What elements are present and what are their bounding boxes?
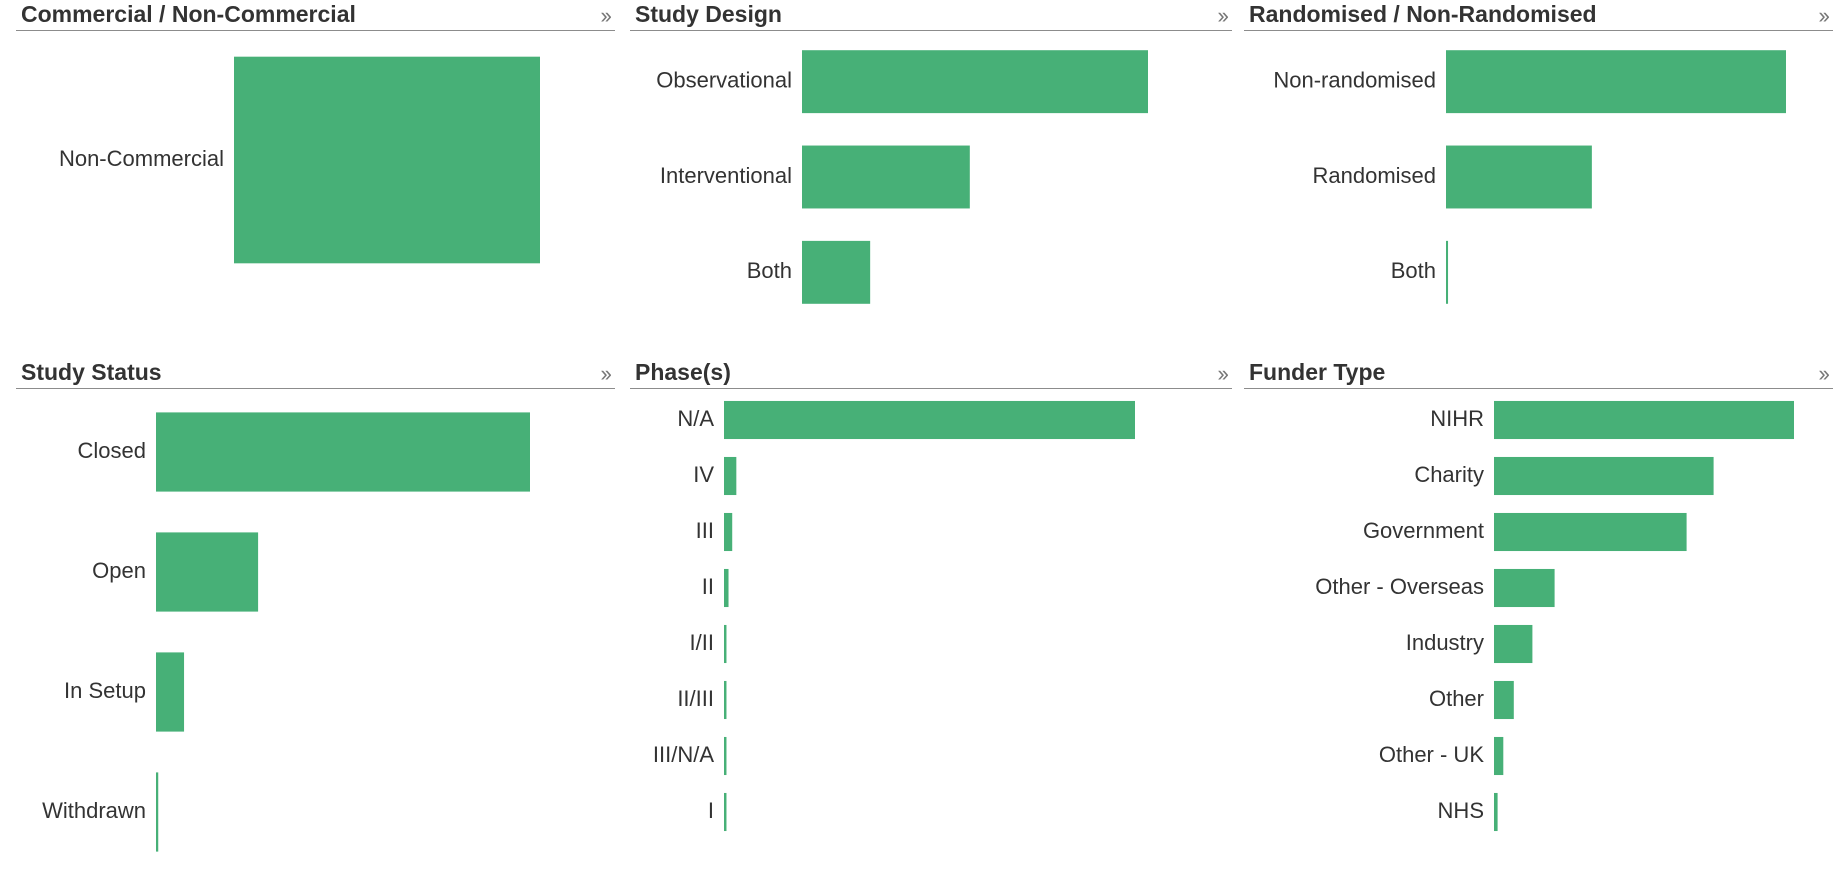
bar-industry[interactable] xyxy=(1494,624,1533,664)
bar-i-ii[interactable] xyxy=(724,624,727,664)
category-label-industry: Industry xyxy=(1406,630,1484,655)
category-label-other: Other xyxy=(1429,686,1484,711)
double-chevron-right-icon[interactable]: ›› xyxy=(600,3,612,28)
panel-header: Study Design ›› xyxy=(630,0,1232,31)
bar-ii-iii[interactable] xyxy=(724,680,727,720)
double-chevron-right-icon[interactable]: ›› xyxy=(1818,3,1830,28)
panel-header: Funder Type ›› xyxy=(1244,358,1833,389)
panel-title: Funder Type xyxy=(1249,359,1386,385)
bar-randomised[interactable] xyxy=(1446,145,1592,209)
bar-open[interactable] xyxy=(156,532,259,612)
category-label-iii: III xyxy=(696,518,714,543)
chart-funder-type: NIHR Charity Government Other - Overseas Ind… xyxy=(1315,400,1794,832)
category-label-both: Both xyxy=(1391,258,1436,283)
category-label-both: Both xyxy=(747,258,792,283)
category-label-closed: Closed xyxy=(78,438,146,463)
chart-randomised: Non-randomised Randomised Both xyxy=(1273,50,1786,304)
category-label-randomised: Randomised xyxy=(1312,163,1436,188)
chart-commercial: Non-Commercial xyxy=(59,56,540,264)
bar-other-overseas[interactable] xyxy=(1494,568,1555,608)
category-label-iv: IV xyxy=(693,462,714,487)
category-label-non-randomised: Non-randomised xyxy=(1273,67,1436,92)
bar-iii-n-a[interactable] xyxy=(724,736,727,776)
category-label-i: I xyxy=(708,798,714,823)
bar-non-randomised[interactable] xyxy=(1446,50,1786,114)
category-label-in-setup: In Setup xyxy=(64,678,146,703)
bar-charity[interactable] xyxy=(1494,456,1714,496)
panel-commercial: Commercial / Non-Commercial ›› Non-Comme… xyxy=(16,0,615,320)
category-label-interventional: Interventional xyxy=(660,163,792,188)
panel-title: Commercial / Non-Commercial xyxy=(21,1,356,27)
category-label-nihr: NIHR xyxy=(1430,406,1484,431)
panel-header: Randomised / Non-Randomised ›› xyxy=(1244,0,1833,31)
panel-study-design: Study Design ›› Observational Interventio… xyxy=(630,0,1232,320)
bar-withdrawn[interactable] xyxy=(156,772,159,852)
category-label-observational: Observational xyxy=(656,67,792,92)
bar-ii[interactable] xyxy=(724,568,729,608)
category-label-other-overseas: Other - Overseas xyxy=(1315,574,1484,599)
panel-phases: Phase(s) ›› N/A IV III II I/II II/III III/N/A I xyxy=(630,358,1232,876)
category-label-iii-n-a: III/N/A xyxy=(653,742,714,767)
chart-study-status: Closed Open In Setup Withdrawn xyxy=(42,412,530,852)
bar-both[interactable] xyxy=(1446,240,1449,304)
bar-nhs[interactable] xyxy=(1494,792,1498,832)
bar-interventional[interactable] xyxy=(802,145,970,209)
bar-n-a[interactable] xyxy=(724,400,1135,440)
category-label-non-commercial: Non-Commercial xyxy=(59,146,224,171)
category-label-government: Government xyxy=(1363,518,1484,543)
panel-title: Phase(s) xyxy=(635,359,731,385)
panel-header: Phase(s) ›› xyxy=(630,358,1232,389)
bar-non-commercial[interactable] xyxy=(234,56,540,264)
double-chevron-right-icon[interactable]: ›› xyxy=(1217,3,1229,28)
category-label-n-a: N/A xyxy=(677,406,714,431)
category-label-charity: Charity xyxy=(1414,462,1484,487)
category-label-ii-iii: II/III xyxy=(677,686,714,711)
bar-both[interactable] xyxy=(802,240,871,304)
bar-i[interactable] xyxy=(724,792,727,832)
chart-study-design: Observational Interventional Both xyxy=(656,50,1148,304)
double-chevron-right-icon[interactable]: ›› xyxy=(600,361,612,386)
bar-iii[interactable] xyxy=(724,512,733,552)
category-label-ii: II xyxy=(702,574,714,599)
category-label-other-uk: Other - UK xyxy=(1379,742,1484,767)
double-chevron-right-icon[interactable]: ›› xyxy=(1818,361,1830,386)
bar-nihr[interactable] xyxy=(1494,400,1794,440)
double-chevron-right-icon[interactable]: ›› xyxy=(1217,361,1229,386)
panel-title: Study Design xyxy=(635,1,782,27)
panel-title: Study Status xyxy=(21,359,162,385)
bar-other[interactable] xyxy=(1494,680,1514,720)
bar-government[interactable] xyxy=(1494,512,1687,552)
panel-randomised: Randomised / Non-Randomised ›› Non-rando… xyxy=(1244,0,1833,320)
bar-iv[interactable] xyxy=(724,456,737,496)
category-label-i-ii: I/II xyxy=(690,630,714,655)
panel-funder-type: Funder Type ›› NIHR Charity Government Othe… xyxy=(1244,358,1833,876)
bar-observational[interactable] xyxy=(802,50,1148,114)
bar-closed[interactable] xyxy=(156,412,530,492)
category-label-withdrawn: Withdrawn xyxy=(42,798,146,823)
category-label-open: Open xyxy=(92,558,146,583)
bar-in-setup[interactable] xyxy=(156,652,185,732)
panel-header: Study Status ›› xyxy=(16,358,615,389)
panel-study-status: Study Status ›› Closed Open In Setup Withdr… xyxy=(16,358,615,876)
panel-header: Commercial / Non-Commercial ›› xyxy=(16,0,615,31)
bar-other-uk[interactable] xyxy=(1494,736,1504,776)
category-label-nhs: NHS xyxy=(1438,798,1484,823)
panel-title: Randomised / Non-Randomised xyxy=(1249,1,1597,27)
